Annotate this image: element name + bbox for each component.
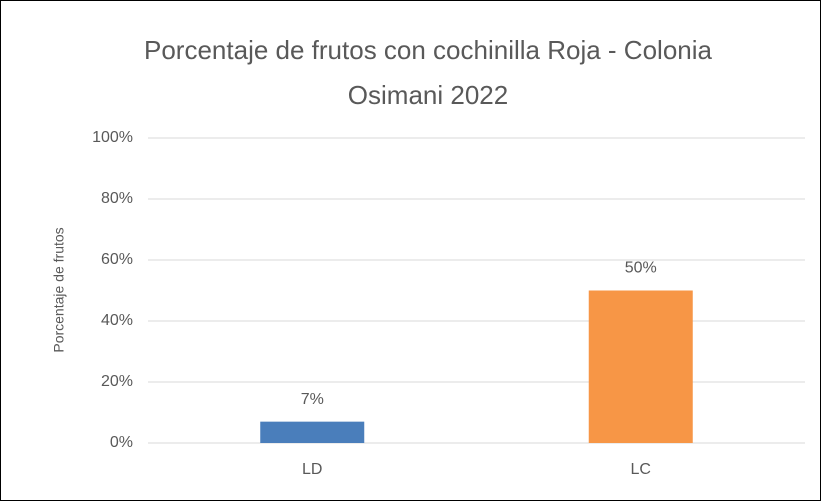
bar xyxy=(588,290,693,443)
chart-title: Porcentaje de frutos con cochinilla Roja… xyxy=(144,35,712,110)
y-tick-label: 40% xyxy=(101,312,133,329)
y-tick-label: 100% xyxy=(92,129,133,146)
x-tick-label: LD xyxy=(302,461,322,478)
y-tick-label: 20% xyxy=(101,373,133,390)
y-tick-label: 60% xyxy=(101,251,133,268)
y-tick-label: 0% xyxy=(110,434,133,451)
data-label: 50% xyxy=(625,260,657,277)
x-tick-label: LC xyxy=(631,461,651,478)
bar xyxy=(260,421,365,443)
y-tick-label: 80% xyxy=(101,190,133,207)
data-label: 7% xyxy=(301,391,324,408)
y-axis-label: Porcentaje de frutos xyxy=(51,227,67,352)
